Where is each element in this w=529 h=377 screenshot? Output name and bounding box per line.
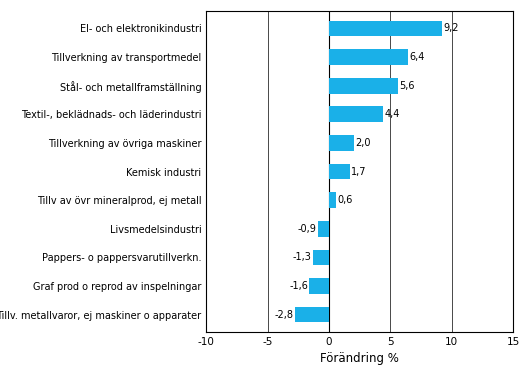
Text: 4,4: 4,4: [385, 109, 400, 119]
Bar: [329, 106, 383, 122]
Bar: [329, 192, 336, 208]
Text: 5,6: 5,6: [399, 81, 415, 91]
Bar: [309, 278, 329, 294]
Text: -1,6: -1,6: [289, 281, 308, 291]
Bar: [329, 164, 350, 179]
X-axis label: Förändring %: Förändring %: [320, 352, 399, 365]
Text: 1,7: 1,7: [351, 167, 367, 176]
Text: 6,4: 6,4: [409, 52, 424, 62]
Bar: [318, 221, 329, 237]
Text: -1,3: -1,3: [293, 252, 312, 262]
Bar: [313, 250, 329, 265]
Bar: [295, 307, 329, 322]
Bar: [329, 49, 407, 65]
Bar: [329, 78, 398, 93]
Text: 9,2: 9,2: [443, 23, 459, 34]
Text: 2,0: 2,0: [355, 138, 370, 148]
Text: 0,6: 0,6: [338, 195, 353, 205]
Text: -2,8: -2,8: [274, 310, 293, 320]
Bar: [329, 135, 353, 151]
Bar: [329, 21, 442, 36]
Text: -0,9: -0,9: [298, 224, 316, 234]
